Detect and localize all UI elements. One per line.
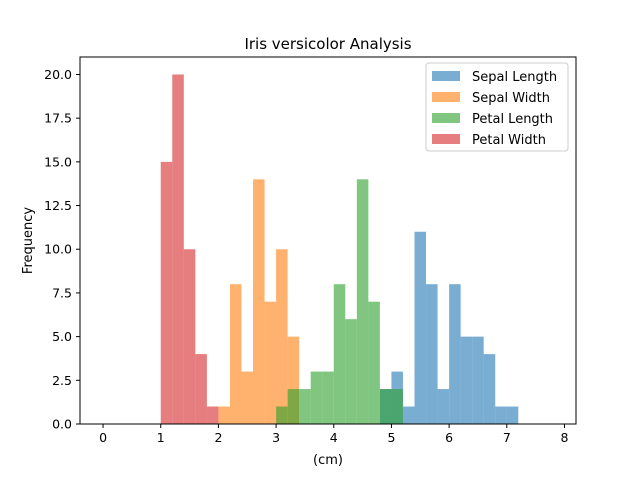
legend-swatch-sepal-length — [432, 71, 460, 81]
bar-sepal-length-9 — [483, 354, 496, 424]
legend-label-sepal-length: Sepal Length — [472, 70, 557, 85]
bar-sepal-width-3 — [253, 179, 265, 424]
x-tick-label: 1 — [157, 430, 165, 445]
x-tick-label: 0 — [99, 430, 107, 445]
bar-sepal-length-10 — [495, 406, 507, 424]
bar-sepal-width-0 — [218, 406, 230, 424]
x-tick-label: 6 — [445, 430, 453, 445]
legend-label-petal-width: Petal Width — [472, 133, 546, 148]
y-tick-label: 10.0 — [44, 242, 72, 257]
x-tick-label: 7 — [503, 430, 511, 445]
y-tick-label: 2.5 — [52, 373, 72, 388]
bar-sepal-length-8 — [472, 336, 484, 424]
x-tick-label: 8 — [560, 430, 568, 445]
bar-sepal-length-3 — [414, 231, 427, 424]
bar-sepal-length-11 — [506, 406, 519, 424]
chart-title: Iris versicolor Analysis — [244, 35, 411, 53]
legend-label-sepal-width: Sepal Width — [472, 91, 550, 106]
bar-petal-length-5 — [333, 284, 346, 424]
bar-sepal-length-6 — [449, 284, 461, 424]
x-tick-label: 3 — [272, 430, 280, 445]
bar-petal-width-3 — [195, 354, 207, 424]
legend-box — [425, 62, 569, 152]
bar-sepal-width-4 — [264, 301, 277, 424]
bar-petal-width-0 — [160, 161, 173, 425]
bar-sepal-width-5 — [276, 249, 288, 424]
legend-swatch-sepal-width — [432, 92, 460, 102]
bar-petal-length-9 — [379, 389, 392, 424]
bar-petal-length-10 — [391, 389, 403, 424]
bar-sepal-width-6 — [287, 336, 300, 424]
bar-sepal-length-4 — [426, 284, 438, 424]
x-tick-label: 4 — [330, 430, 338, 445]
series-petal-width — [160, 74, 219, 425]
bar-petal-length-8 — [368, 301, 380, 424]
y-tick-label: 20.0 — [44, 67, 72, 82]
series-sepal-width — [218, 179, 300, 424]
y-tick-label: 7.5 — [52, 285, 72, 300]
y-tick-label: 0.0 — [52, 417, 72, 432]
bar-sepal-length-5 — [437, 389, 450, 424]
y-tick-label: 5.0 — [52, 329, 72, 344]
bar-petal-width-2 — [183, 249, 196, 424]
legend: Sepal Length Sepal Width Petal Length Petal… — [425, 62, 569, 152]
bar-sepal-length-2 — [402, 406, 415, 424]
bar-petal-length-1 — [287, 389, 300, 424]
y-tick-label: 15.0 — [44, 154, 72, 169]
y-tick-label: 17.5 — [44, 111, 72, 126]
bar-petal-length-7 — [356, 179, 369, 424]
x-tick-label: 5 — [387, 430, 395, 445]
bar-petal-length-2 — [299, 389, 311, 424]
plot-frame — [79, 56, 577, 425]
legend-swatch-petal-width — [432, 134, 460, 144]
series-petal-length — [276, 179, 403, 424]
x-tick-label: 2 — [214, 430, 222, 445]
x-axis-label: (cm) — [313, 453, 343, 468]
bar-petal-width-1 — [172, 74, 184, 424]
y-axis-label: Frequency — [21, 207, 36, 274]
bar-sepal-width-2 — [241, 371, 254, 424]
bar-sepal-width-1 — [229, 284, 242, 424]
bar-petal-length-3 — [310, 371, 323, 424]
y-tick-label: 12.5 — [44, 198, 72, 213]
bar-petal-length-4 — [322, 371, 334, 424]
bar-petal-length-0 — [276, 406, 288, 424]
bar-sepal-length-7 — [460, 336, 473, 424]
bar-petal-length-6 — [345, 319, 357, 424]
x-axis: 0 1 2 3 4 5 6 7 8 — [99, 424, 568, 445]
y-axis: 0.0 2.5 5.0 7.5 10.0 12.5 15.0 17.5 20.0 — [44, 67, 80, 432]
bar-petal-width-4 — [206, 406, 219, 424]
histogram-bars — [160, 74, 519, 425]
legend-swatch-petal-length — [432, 113, 460, 123]
legend-label-petal-length: Petal Length — [472, 112, 553, 127]
